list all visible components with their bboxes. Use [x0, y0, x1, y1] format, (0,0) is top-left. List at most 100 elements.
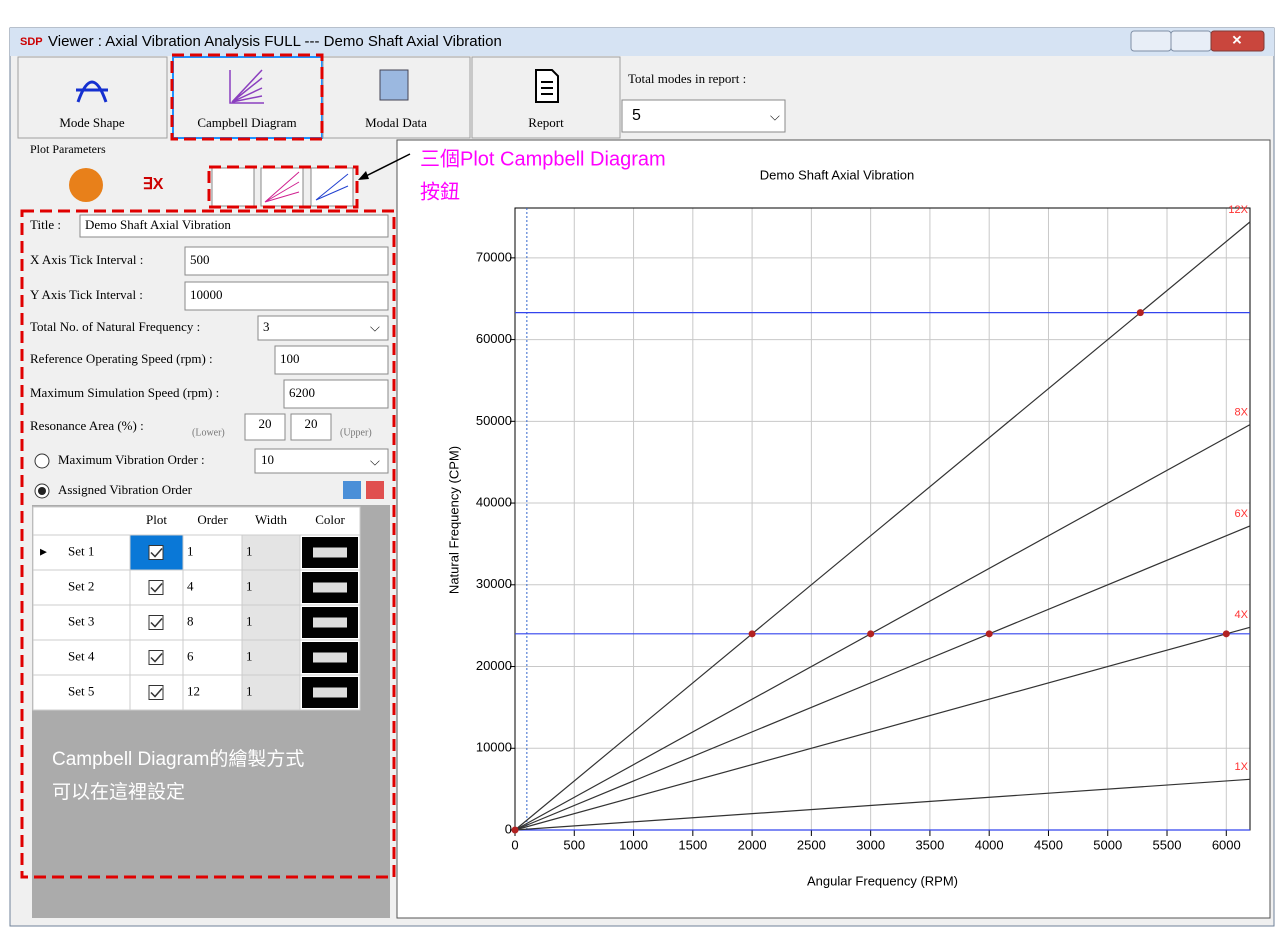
- text-input[interactable]: [79, 214, 389, 238]
- field-value: 100: [280, 351, 300, 366]
- table-cell: [182, 534, 243, 571]
- y-tick-label: 0: [505, 821, 512, 836]
- highlight-box: [170, 53, 324, 141]
- delete-button[interactable]: [366, 481, 384, 499]
- form: Title : Demo Shaft Axial Vibration X Axis …: [30, 214, 389, 499]
- text-input[interactable]: [283, 379, 389, 409]
- series-label: 8X: [1235, 407, 1249, 419]
- checkbox[interactable]: [148, 685, 164, 700]
- table-cell: [32, 604, 131, 641]
- checkbox[interactable]: [148, 650, 164, 665]
- radio-label: Assigned Vibration Order: [58, 482, 193, 497]
- chart-title: Demo Shaft Axial Vibration: [760, 167, 914, 182]
- x-axis-label: Angular Frequency (RPM): [807, 873, 958, 888]
- resonance-point: [511, 826, 519, 834]
- field-value: 6200: [289, 385, 315, 400]
- series-label: 6X: [1235, 508, 1249, 520]
- annotation: Campbell Diagram的繪製方式: [52, 748, 304, 770]
- mode-shape-button[interactable]: [17, 56, 168, 139]
- width-value: 1: [246, 578, 253, 593]
- equation-icon[interactable]: ∃X: [143, 176, 164, 193]
- table: Plot Order Width Color ▶ Set 1 1 1 Set 2 4 1 Set 3 8…: [32, 506, 361, 711]
- x-tick-label: 5500: [1153, 837, 1182, 852]
- width-value: 1: [246, 683, 253, 698]
- x-tick-label: 1000: [619, 837, 648, 852]
- x-tick-label: 6000: [1212, 837, 1241, 852]
- y-tick-label: 60000: [476, 331, 512, 346]
- chart-panel: [396, 139, 1271, 919]
- column-header: Width: [255, 512, 287, 527]
- order-line: [514, 626, 1251, 831]
- icon-lines: [264, 171, 300, 203]
- x-tick-label: 3000: [856, 837, 885, 852]
- arrow-head: [358, 171, 369, 180]
- x-tick-label: 0: [511, 837, 518, 852]
- dropdown-arrow: ⌵: [370, 453, 380, 468]
- modes-value: 5: [632, 107, 641, 124]
- y-tick-label: 10000: [476, 740, 512, 755]
- color-swatch: [313, 687, 347, 698]
- icon-lines: [315, 173, 349, 201]
- field-label: Y Axis Tick Interval :: [30, 287, 143, 302]
- field-label: X Axis Tick Interval :: [30, 252, 143, 267]
- field-value: 20: [305, 416, 318, 431]
- x-tick-label: 1500: [678, 837, 707, 852]
- dropdown[interactable]: [257, 315, 389, 341]
- annotation: 三個Plot Campbell Diagram: [420, 147, 666, 170]
- button-label: Campbell Diagram: [197, 115, 296, 130]
- column-header: Plot: [146, 512, 167, 527]
- order-line: [514, 424, 1251, 831]
- x-tick-label: 4500: [1034, 837, 1063, 852]
- order-value: 4: [187, 578, 194, 593]
- table-cell: [241, 569, 301, 606]
- text-input[interactable]: [290, 413, 332, 441]
- add-button[interactable]: [343, 481, 361, 499]
- column-header: Order: [197, 512, 228, 527]
- x-tick-label: 3500: [915, 837, 944, 852]
- scatter-plot-button[interactable]: [211, 167, 255, 207]
- text-input[interactable]: [274, 345, 389, 375]
- panel-title: Plot Parameters: [30, 142, 106, 156]
- width-value: 1: [246, 648, 253, 663]
- field-value: 500: [190, 252, 210, 267]
- text-input[interactable]: [244, 413, 286, 441]
- color-swatch: [313, 547, 347, 558]
- modes-dropdown[interactable]: [621, 99, 786, 133]
- maximize-button[interactable]: [1170, 30, 1212, 52]
- small-label: (Lower): [192, 427, 225, 438]
- table-cell: [241, 534, 301, 571]
- close-button[interactable]: [1210, 30, 1265, 52]
- checkbox[interactable]: [148, 615, 164, 630]
- radio-button[interactable]: [34, 453, 50, 469]
- x-tick-label: 4000: [975, 837, 1004, 852]
- x-tick-label: 500: [563, 837, 585, 852]
- order-value: 12: [187, 683, 200, 698]
- button-label: Modal Data: [365, 115, 427, 130]
- text-input[interactable]: [184, 281, 389, 311]
- color-swatch: [313, 582, 347, 593]
- settings-icon[interactable]: [69, 168, 103, 202]
- text-input[interactable]: [184, 246, 389, 276]
- checkbox[interactable]: [148, 545, 164, 560]
- x-tick-label: 2500: [797, 837, 826, 852]
- campbell-button[interactable]: [172, 56, 323, 139]
- row-header: Set 2: [68, 578, 94, 593]
- dropdown[interactable]: [254, 448, 389, 474]
- table-cell: [32, 674, 131, 711]
- color-swatch: [313, 617, 347, 628]
- annotation: 可以在這裡設定: [52, 781, 185, 803]
- row-header: Set 3: [68, 613, 94, 628]
- field-value: 10000: [190, 287, 223, 302]
- mode-shape-icon: [76, 80, 108, 103]
- dropdown-arrow: ⌵: [770, 108, 780, 123]
- checkbox[interactable]: [148, 580, 164, 595]
- x-tick-label: 5000: [1093, 837, 1122, 852]
- series-label: 1X: [1235, 761, 1249, 773]
- dropdown-arrow: ⌵: [370, 319, 380, 334]
- field-value: 10: [261, 452, 274, 467]
- minimize-button[interactable]: [1130, 30, 1172, 52]
- button-label: Mode Shape: [59, 115, 125, 130]
- annotation: 按鈕: [420, 180, 460, 203]
- order-line: [514, 525, 1251, 831]
